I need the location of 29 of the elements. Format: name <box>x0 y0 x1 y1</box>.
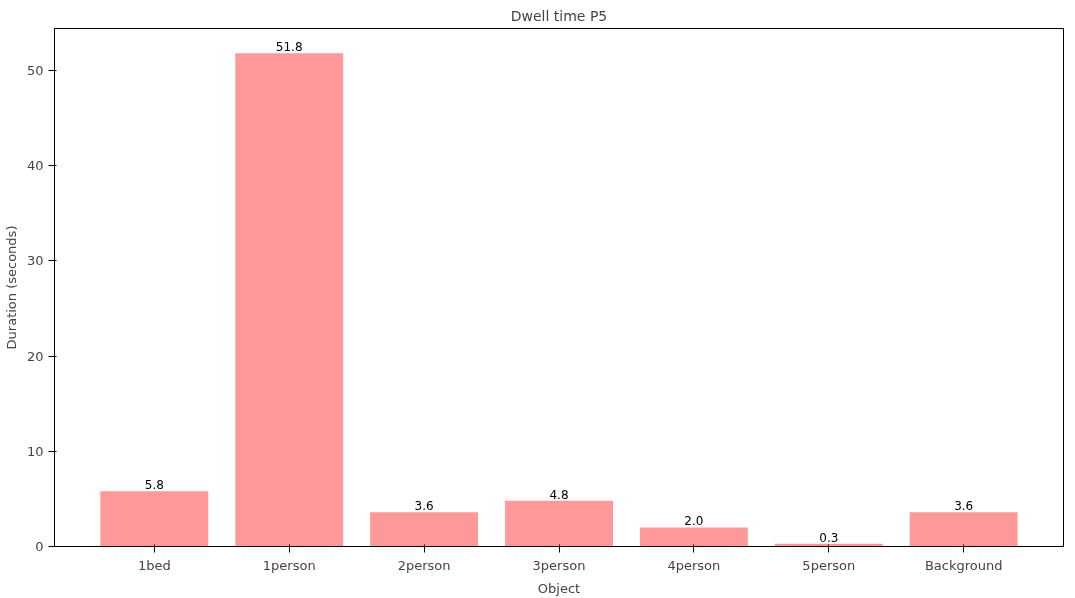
data-label: 0.3 <box>819 530 839 545</box>
x-tick-label: 3person <box>532 557 586 573</box>
x-tick-label: Background <box>924 557 1003 573</box>
y-tick-label: 30 <box>26 253 44 269</box>
chart-title: Dwell time P5 <box>510 7 608 24</box>
x-tick-label: 5person <box>802 557 856 573</box>
y-tick-label: 50 <box>26 62 44 78</box>
bar <box>235 53 344 547</box>
data-label: 3.6 <box>954 499 974 514</box>
data-label: 4.8 <box>549 487 569 502</box>
x-tick-label: 1bed <box>137 557 171 573</box>
x-tick-label: 2person <box>397 557 451 573</box>
bar <box>100 491 209 547</box>
data-label: 5.8 <box>144 478 164 493</box>
data-label: 51.8 <box>275 40 303 55</box>
y-tick-label: 0 <box>35 539 44 554</box>
data-label: 3.6 <box>414 499 434 514</box>
bar <box>639 527 748 547</box>
y-tick-label: 20 <box>26 348 44 364</box>
bar <box>370 512 479 547</box>
y-tick-label: 10 <box>26 443 44 459</box>
bar <box>909 512 1018 547</box>
bar <box>505 500 613 547</box>
data-label: 2.0 <box>684 514 704 529</box>
x-tick-label: 4person <box>667 557 721 573</box>
y-tick-label: 40 <box>26 158 44 174</box>
y-axis-title: Duration (seconds) <box>3 225 19 350</box>
x-tick-label: 1person <box>262 557 316 573</box>
x-axis-title: Object <box>537 580 581 596</box>
